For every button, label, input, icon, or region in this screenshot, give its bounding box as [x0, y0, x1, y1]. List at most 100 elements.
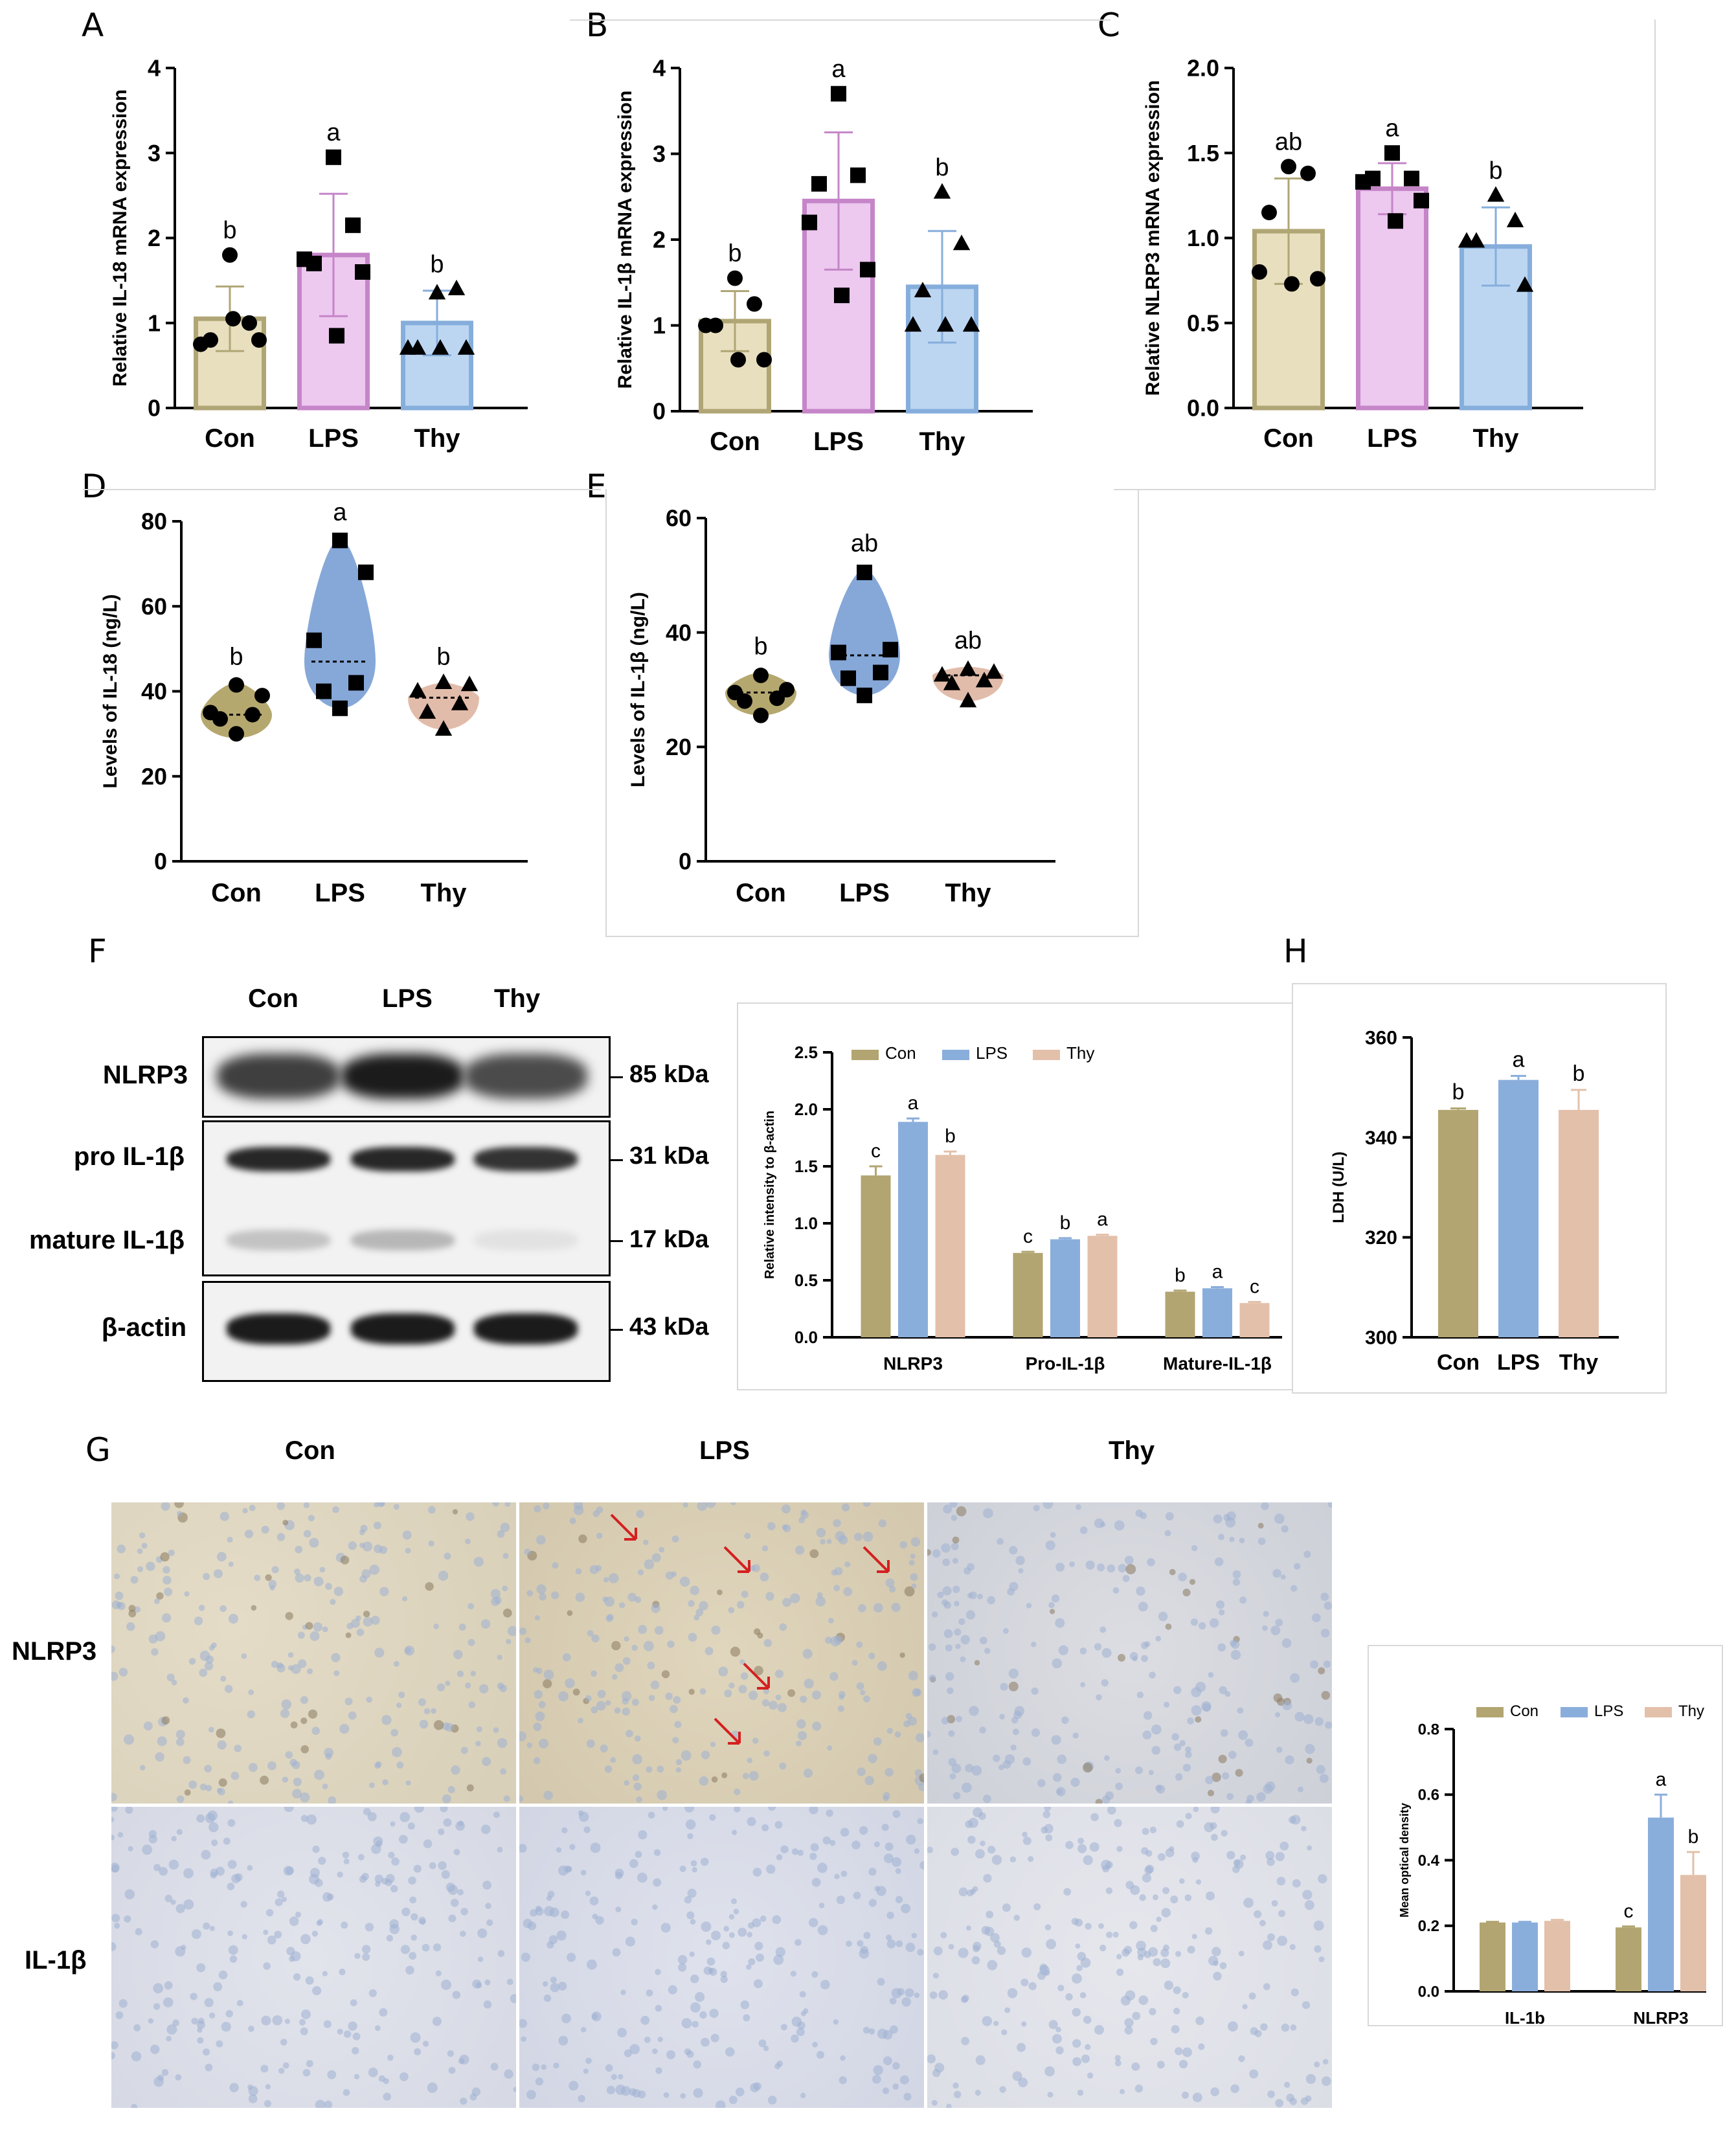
- ihc-nucleus: [637, 1872, 648, 1883]
- ihc-nucleus: [309, 1537, 319, 1548]
- ihc-nucleus: [314, 1769, 324, 1780]
- ihc-nucleus: [227, 1800, 234, 1804]
- significance-letter: a: [908, 1092, 919, 1114]
- ihc-nucleus: [137, 1566, 144, 1572]
- ihc-nucleus: [1056, 1787, 1066, 1796]
- ihc-nucleus: [220, 1675, 227, 1682]
- ihc-nucleus: [873, 1603, 883, 1613]
- ihc-nucleus: [218, 1787, 225, 1796]
- ihc-nucleus: [163, 1576, 172, 1585]
- ihc-nucleus: [720, 1971, 727, 1978]
- ihc-nucleus: [428, 1540, 434, 1547]
- ihc-nucleus: [1282, 1701, 1292, 1710]
- ihc-nucleus: [303, 1502, 310, 1508]
- ihc-nucleus: [611, 1641, 621, 1651]
- ihc-nucleus: [800, 2092, 806, 2098]
- ihc-nucleus: [265, 1908, 274, 1917]
- ihc-nucleus: [191, 2017, 198, 2025]
- ihc-nucleus: [491, 1597, 500, 1606]
- ihc-nucleus: [1055, 2046, 1064, 2055]
- ihc-nucleus: [161, 1716, 170, 1725]
- ihc-nucleus: [1008, 1668, 1019, 1679]
- ihc-nucleus: [604, 1765, 613, 1773]
- ihc-nucleus: [409, 1952, 417, 1960]
- ihc-nucleus: [458, 1820, 464, 1827]
- ihc-nucleus: [1187, 1717, 1194, 1725]
- ihc-nucleus: [209, 2012, 216, 2019]
- ihc-nucleus: [965, 1925, 971, 1931]
- ihc-nucleus: [408, 1876, 416, 1885]
- data-point: [753, 707, 769, 723]
- ihc-nucleus: [131, 2051, 142, 2062]
- ihc-nucleus: [155, 1752, 164, 1762]
- ihc-nucleus: [899, 1541, 907, 1549]
- ihc-nucleus: [184, 1591, 190, 1597]
- ihc-nucleus: [1041, 1826, 1048, 1834]
- x-tick-label: Mature-IL-1β: [1163, 1353, 1272, 1374]
- ihc-nucleus: [1303, 1714, 1314, 1725]
- ihc-nucleus: [1107, 1564, 1116, 1573]
- ihc-nucleus: [199, 1668, 208, 1677]
- ihc-nucleus: [883, 1792, 890, 1800]
- ihc-nucleus: [225, 2009, 233, 2018]
- y-axis-label: Levels of IL-18 (ng/L): [100, 594, 121, 788]
- ihc-nucleus: [811, 1971, 818, 1978]
- ihc-nucleus: [688, 1600, 695, 1607]
- ihc-nucleus: [1052, 2033, 1062, 2044]
- x-tick-label: LPS: [813, 427, 864, 456]
- ihc-column-label: Con: [285, 1436, 335, 1465]
- ihc-nucleus: [339, 1968, 346, 1976]
- ihc-nucleus: [276, 1502, 285, 1510]
- ihc-nucleus: [493, 1811, 500, 1818]
- x-tick-label: Thy: [1559, 1350, 1599, 1375]
- significance-letter: a: [831, 56, 846, 83]
- ihc-nucleus: [1043, 1502, 1054, 1510]
- legend-label: Con: [885, 1043, 916, 1063]
- ihc-nucleus: [1281, 1525, 1289, 1533]
- ihc-nucleus: [400, 1812, 411, 1822]
- ihc-nucleus: [685, 1819, 696, 1830]
- ihc-nucleus: [758, 2039, 767, 2048]
- y-tick-label: 320: [1365, 1227, 1397, 1249]
- ihc-nucleus: [998, 1764, 1004, 1771]
- ihc-nucleus: [204, 1662, 214, 1671]
- ihc-nucleus: [1265, 1851, 1275, 1861]
- ihc-nucleus: [1144, 1641, 1151, 1647]
- ihc-nucleus: [892, 1857, 901, 1867]
- ihc-nucleus: [885, 1578, 895, 1588]
- ihc-nucleus: [308, 1709, 318, 1719]
- ihc-nucleus: [942, 1558, 951, 1567]
- ihc-nucleus: [274, 1930, 282, 1939]
- ihc-nucleus: [341, 1921, 348, 1929]
- ihc-nucleus: [1218, 1754, 1227, 1763]
- ihc-nucleus: [534, 1505, 541, 1513]
- ihc-nucleus: [1274, 1513, 1285, 1524]
- data-point: [959, 692, 977, 708]
- ihc-nucleus: [997, 1946, 1006, 1955]
- data-point: [428, 284, 446, 300]
- ihc-nucleus: [705, 1647, 714, 1655]
- ihc-nucleus: [973, 1945, 980, 1952]
- data-point: [936, 316, 954, 332]
- y-tick-label: 20: [666, 734, 692, 760]
- ihc-nucleus: [971, 1765, 982, 1776]
- ihc-nucleus: [1118, 1564, 1127, 1573]
- ihc-nucleus: [752, 1918, 761, 1928]
- ihc-nucleus: [261, 1526, 269, 1534]
- data-point: [1414, 192, 1429, 209]
- ihc-nucleus: [1262, 1625, 1268, 1631]
- ihc-nucleus: [800, 1695, 807, 1703]
- ihc-nucleus: [927, 1549, 931, 1556]
- ihc-nucleus: [348, 1711, 357, 1720]
- panel-frame-h: [1292, 983, 1667, 1394]
- ihc-nucleus: [272, 2015, 283, 2026]
- ihc-nucleus: [284, 2019, 290, 2024]
- ihc-nucleus: [710, 1741, 716, 1747]
- ihc-nucleus: [1228, 1750, 1237, 1760]
- ihc-nucleus: [872, 2074, 881, 2084]
- ihc-nucleus: [217, 1740, 227, 1750]
- ihc-nucleus: [285, 1751, 293, 1759]
